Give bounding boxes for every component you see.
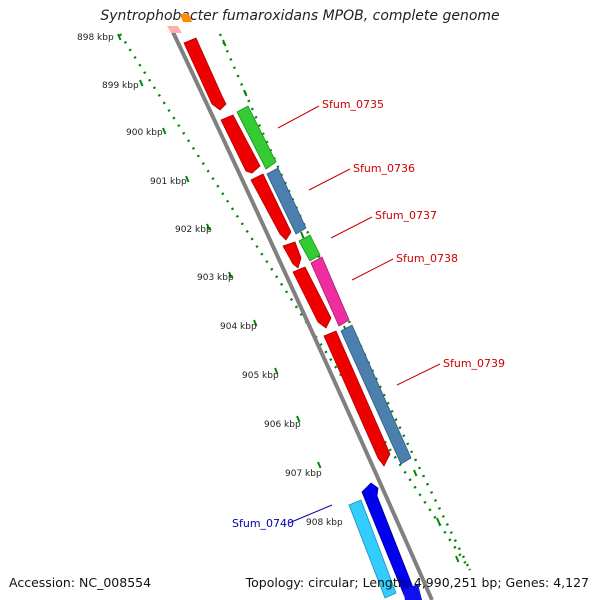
outer-tick-mark bbox=[317, 461, 322, 469]
outer-tick-mark bbox=[185, 175, 190, 183]
inner-tick-mark bbox=[300, 231, 305, 239]
outer-tick-mark bbox=[162, 127, 167, 135]
outer-tick-mark bbox=[117, 33, 122, 41]
gene-sfum-0739[interactable] bbox=[340, 324, 412, 465]
gene-feature-top-orange[interactable] bbox=[180, 14, 192, 22]
leader-sfum-0740 bbox=[288, 504, 333, 524]
tick-label: 899 kbp bbox=[102, 81, 139, 91]
tick-label: 902 kbp bbox=[175, 225, 212, 235]
outer-tick-mark bbox=[253, 319, 258, 327]
tick-label: 900 kbp bbox=[126, 128, 163, 138]
inner-tick-mark bbox=[222, 39, 227, 47]
leader-sfum-0736 bbox=[308, 168, 351, 191]
outer-tick-mark bbox=[139, 79, 144, 87]
label-sfum-0735[interactable]: Sfum_0735 bbox=[322, 98, 384, 111]
outer-tick-mark bbox=[206, 223, 211, 231]
leader-sfum-0739 bbox=[396, 363, 441, 386]
tick-label: 903 kbp bbox=[197, 273, 234, 283]
label-sfum-0736[interactable]: Sfum_0736 bbox=[353, 162, 415, 175]
outer-scale-ring bbox=[118, 33, 472, 571]
label-sfum-0737[interactable]: Sfum_0737 bbox=[375, 209, 437, 222]
tick-label: 898 kbp bbox=[77, 33, 114, 43]
genome-summary-text: Topology: circular; Length: 4,990,251 bp… bbox=[245, 575, 589, 590]
leader-sfum-0737 bbox=[330, 216, 373, 239]
leader-sfum-0738 bbox=[351, 258, 394, 281]
sfum-0740-genes bbox=[348, 482, 422, 600]
gene-red-4[interactable] bbox=[282, 241, 302, 269]
gene-red-2[interactable] bbox=[220, 114, 261, 174]
gene-sfum-0737[interactable] bbox=[298, 234, 321, 262]
tick-label: 901 kbp bbox=[150, 177, 187, 187]
reverse-strand-genes bbox=[183, 37, 391, 467]
gene-blue-bottom[interactable] bbox=[403, 584, 422, 600]
gene-sfum-0740[interactable] bbox=[348, 499, 397, 599]
gene-red-3[interactable] bbox=[250, 173, 292, 241]
tick-label: 908 kbp bbox=[306, 518, 343, 528]
inner-tick-mark bbox=[243, 89, 248, 97]
outer-tick-mark bbox=[296, 415, 301, 423]
label-sfum-0739[interactable]: Sfum_0739 bbox=[443, 357, 505, 370]
inner-tick-mark bbox=[436, 517, 441, 525]
inner-tick-mark bbox=[455, 555, 460, 563]
tick-label: 906 kbp bbox=[264, 420, 301, 430]
gene-feature-top-pink[interactable] bbox=[167, 26, 182, 33]
tick-label: 907 kbp bbox=[285, 469, 322, 479]
gene-red-6[interactable] bbox=[323, 330, 391, 467]
scale-tick-labels: 898 kbp 899 kbp 900 kbp 901 kbp 902 kbp 903 k… bbox=[77, 33, 343, 528]
forward-strand-genes bbox=[236, 105, 412, 465]
outer-tick-mark bbox=[274, 367, 279, 375]
tick-label: 905 kbp bbox=[242, 371, 279, 381]
accession-text: Accession: NC_008554 bbox=[9, 575, 152, 590]
gene-red-1[interactable] bbox=[183, 37, 227, 111]
scale-ticks bbox=[117, 33, 460, 563]
gene-sfum-0735[interactable] bbox=[236, 105, 277, 170]
tick-label: 904 kbp bbox=[220, 322, 257, 332]
map-title: Syntrophobacter fumaroxidans MPOB, compl… bbox=[100, 8, 500, 24]
outer-tick-mark bbox=[228, 271, 233, 279]
leader-sfum-0735 bbox=[277, 105, 320, 129]
gene-sfum-0738[interactable] bbox=[310, 256, 350, 327]
inner-tick-mark bbox=[413, 469, 418, 477]
gene-red-5[interactable] bbox=[292, 266, 332, 329]
genome-backbone bbox=[170, 29, 434, 600]
inner-scale-ring bbox=[218, 33, 472, 571]
gene-sfum-0736[interactable] bbox=[266, 167, 307, 235]
label-sfum-0738[interactable]: Sfum_0738 bbox=[396, 252, 458, 265]
label-sfum-0740[interactable]: Sfum_0740 bbox=[232, 517, 294, 530]
